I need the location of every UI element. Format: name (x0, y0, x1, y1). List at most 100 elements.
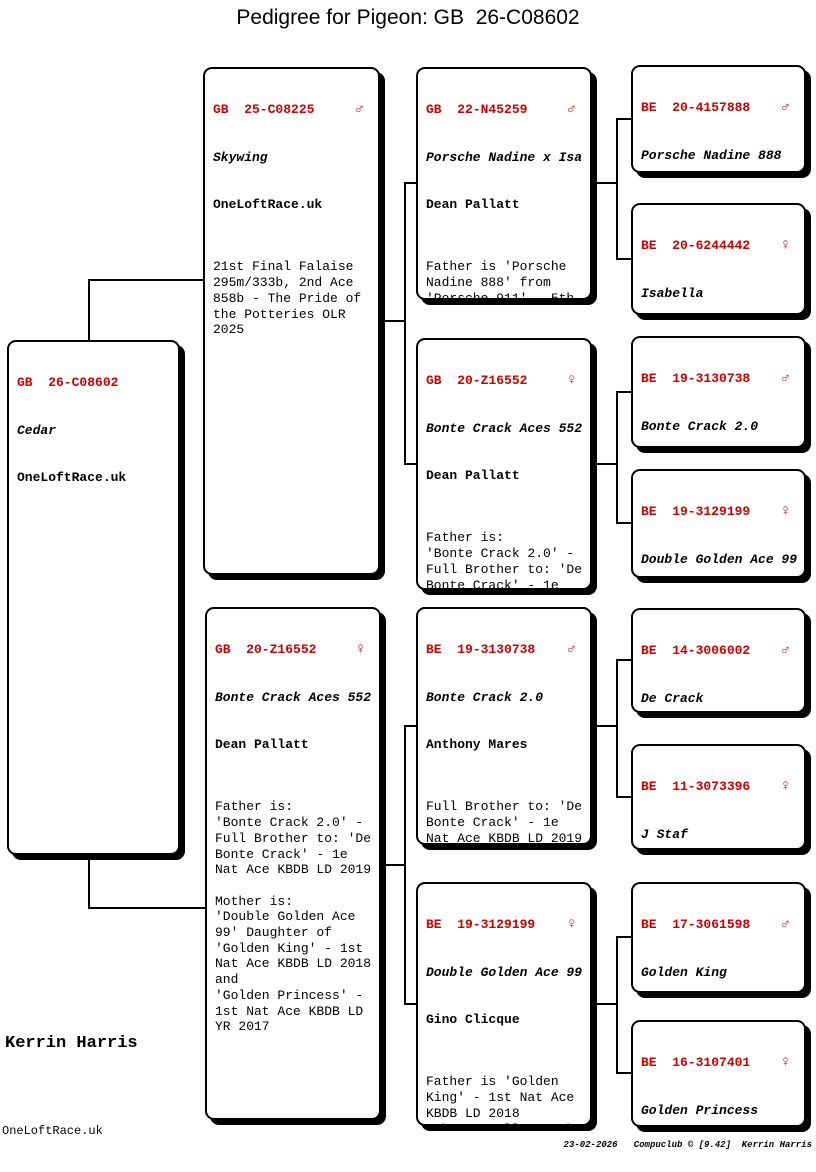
pigeon-name: Bonte Crack Aces 552 (215, 689, 372, 705)
connector-line (404, 182, 418, 184)
pigeon-name: Double Golden Ace 99 (641, 551, 798, 567)
ring-number: GB 25-C08225 (213, 102, 315, 118)
pedigree-box-dam-dam-sire: BE 17-3061598♂ Golden King Gino Clicque … (631, 882, 806, 993)
connector-line (616, 258, 633, 260)
pigeon-notes: Father is: 'Bonte Crack 2.0' - Full Brot… (426, 530, 583, 590)
female-symbol-icon: ♀ (780, 1054, 790, 1072)
report-footer: 23-02-2026 Compuclub © [9.42] Kerrin Har… (563, 1140, 812, 1150)
connector-line (616, 659, 633, 661)
breeder-name: Kerrin Harris (5, 1034, 138, 1053)
owner-name: Dean Pallatt (215, 736, 309, 752)
pigeon-name: Isabella (641, 285, 704, 301)
ring-number: BE 16-3107401 (641, 1055, 751, 1071)
owner-name: Gino Clicque (426, 1011, 520, 1027)
ring-number: GB 20-Z16552 (426, 373, 528, 389)
pigeon-notes: 21st Final Falaise 295m/333b, 2nd Ace 85… (213, 259, 362, 338)
ring-number: BE 19-3129199 (426, 917, 536, 933)
female-symbol-icon: ♀ (780, 503, 790, 521)
pigeon-name: Double Golden Ace 99 (426, 964, 583, 980)
male-symbol-icon: ♂ (780, 916, 790, 934)
pedigree-box-sire: GB 25-C08225 ♂ Skywing OneLoftRace.uk 21s… (203, 67, 380, 575)
pedigree-box-sire-dam: GB 20-Z16552 ♀ Bonte Crack Aces 552 Dean … (416, 338, 592, 590)
connector-line (616, 659, 618, 798)
website-label: OneLoftRace.uk (2, 1124, 103, 1138)
connector-line (616, 391, 618, 524)
connector-line (404, 1003, 418, 1005)
female-symbol-icon: ♀ (780, 237, 790, 255)
pigeon-name: Skywing (213, 149, 268, 165)
owner-name: Dean Pallatt (426, 196, 520, 212)
pigeon-name: Golden King (641, 964, 727, 980)
pedigree-box-sire-dam-sire: BE 19-3130738♂ Bonte Crack 2.0 Anthony M… (631, 336, 806, 448)
female-symbol-icon: ♀ (566, 372, 576, 390)
connector-line (616, 1072, 633, 1074)
connector-line (594, 182, 618, 184)
ring-number: GB 26-C08602 (17, 375, 119, 391)
connector-line (88, 907, 207, 909)
male-symbol-icon: ♂ (566, 101, 576, 119)
ring-number: BE 19-3130738 (426, 642, 536, 658)
pigeon-name: Bonte Crack Aces 552 (426, 420, 583, 436)
owner-name: Dean Pallatt (426, 467, 520, 483)
female-symbol-icon: ♀ (780, 778, 790, 796)
male-symbol-icon: ♂ (566, 641, 576, 659)
pedigree-box-dam: GB 20-Z16552 ♀ Bonte Crack Aces 552 Dean … (205, 607, 381, 1120)
pedigree-box-sire-dam-dam: BE 19-3129199♀ Double Golden Ace 99 Gino… (631, 469, 806, 578)
ring-number: BE 17-3061598 (641, 917, 751, 933)
pigeon-name: Bonte Crack 2.0 (426, 689, 544, 705)
connector-line (616, 796, 633, 798)
connector-line (594, 1003, 618, 1005)
pedigree-box-dam-sire-dam: BE 11-3073396♀ J Staf Chris Debacker Mot… (631, 744, 806, 850)
ring-number: BE 20-4157888 (641, 100, 751, 116)
connector-line (616, 391, 633, 393)
connector-line (404, 463, 418, 465)
page-title: Pedigree for Pigeon: GB 26-C08602 (236, 6, 580, 29)
owner-name: Anthony Mares (426, 736, 528, 752)
male-symbol-icon: ♂ (780, 99, 790, 117)
ring-number: BE 19-3129199 (641, 504, 751, 520)
pigeon-notes: Father is: 'Bonte Crack 2.0' - Full Brot… (215, 799, 372, 1035)
connector-line (616, 118, 618, 260)
connector-line (594, 725, 618, 727)
connector-line (616, 936, 633, 938)
female-symbol-icon: ♀ (355, 641, 365, 659)
connector-line (616, 118, 633, 120)
connector-line (616, 936, 618, 1074)
pedigree-box-dam-dam-dam: BE 16-3107401♀ Golden Princess Gino Clic… (631, 1020, 806, 1127)
pedigree-box-sire-sire: GB 22-N45259 ♂ Porsche Nadine x Isa Dean … (416, 67, 592, 300)
male-symbol-icon: ♂ (780, 370, 790, 388)
pigeon-name: Bonte Crack 2.0 (641, 418, 759, 434)
male-symbol-icon: ♂ (354, 101, 364, 119)
ring-number: BE 14-3006002 (641, 643, 751, 659)
connector-line (88, 279, 205, 281)
ring-number: GB 22-N45259 (426, 102, 528, 118)
pedigree-box-sire-sire-dam: BE 20-6244442♀ Isabella Willy Daniels Pa… (631, 203, 806, 315)
pigeon-name: Golden Princess (641, 1102, 759, 1118)
connector-line (404, 725, 418, 727)
connector-line (382, 320, 406, 322)
connector-line (88, 852, 90, 909)
ring-number: BE 20-6244442 (641, 238, 751, 254)
ring-number: BE 19-3130738 (641, 371, 751, 387)
pigeon-name: Porsche Nadine 888 (641, 147, 782, 163)
connector-line (404, 182, 406, 465)
pedigree-box-dam-sire-sire: BE 14-3006002♂ De Crack Anthony Mares 3e… (631, 608, 806, 713)
connector-line (382, 864, 406, 866)
connector-line (88, 279, 90, 342)
connector-line (594, 463, 618, 465)
pedigree-box-sire-sire-sire: BE 20-4157888♂ Porsche Nadine 888 PIPA E… (631, 65, 806, 173)
connector-line (404, 725, 406, 1005)
pigeon-name: De Crack (641, 690, 704, 706)
pedigree-box-subject: GB 26-C08602 Cedar OneLoftRace.uk (7, 340, 180, 855)
owner-name: OneLoftRace.uk (17, 469, 127, 485)
pedigree-box-dam-dam: BE 19-3129199 ♀ Double Golden Ace 99 Gino… (416, 882, 592, 1126)
ring-number: BE 11-3073396 (641, 779, 751, 795)
owner-name: OneLoftRace.uk (213, 196, 323, 212)
pigeon-name: Porsche Nadine x Isa (426, 149, 583, 165)
connector-line (616, 522, 633, 524)
ring-number: GB 20-Z16552 (215, 642, 317, 658)
pigeon-notes: Father is 'Porsche Nadine 888' from 'Por… (426, 259, 575, 300)
pigeon-name: Cedar (17, 422, 57, 438)
pigeon-notes: Father is 'Golden King' - 1st Nat Ace KB… (426, 1074, 575, 1124)
